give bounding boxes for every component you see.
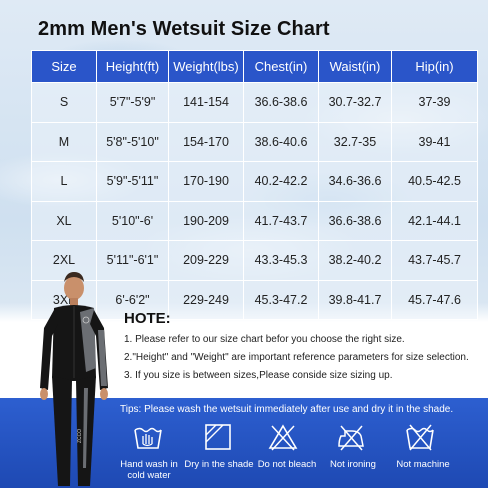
header-height: Height(ft) (96, 50, 169, 83)
no-machine-wash-icon (406, 424, 434, 451)
cell-height: 5'10"-6' (96, 200, 169, 241)
cell-hip: 45.7-47.6 (391, 279, 478, 320)
cell-hip: 37-39 (391, 82, 478, 123)
cell-weight: 154-170 (168, 121, 244, 162)
care-label-line: cold water (127, 470, 171, 481)
header-weight: Weight(lbs) (168, 50, 244, 83)
cell-waist: 39.8-41.7 (318, 279, 392, 320)
header-chest: Chest(in) (243, 50, 319, 83)
care-tips: Tips: Please wash the wetsuit immediatel… (120, 404, 454, 415)
note-item: 2."Height" and "Weight" are important re… (124, 352, 469, 363)
table-row: XL 5'10"-6' 190-209 41.7-43.7 36.6-38.6 … (31, 200, 478, 241)
cell-waist: 32.7-35 (318, 121, 392, 162)
cell-chest: 43.3-45.3 (243, 240, 319, 281)
cell-weight: 229-249 (168, 279, 244, 320)
care-label-line: Hand wash in (120, 459, 178, 470)
cell-waist: 38.2-40.2 (318, 240, 392, 281)
cell-hip: 43.7-45.7 (391, 240, 478, 281)
note-item: 3. If you size is between sizes,Please c… (124, 370, 393, 381)
cell-chest: 40.2-42.2 (243, 161, 319, 202)
cell-height: 5'9"-5'11" (96, 161, 169, 202)
table-row: 2XL 5'11"-6'1" 209-229 43.3-45.3 38.2-40… (31, 240, 478, 281)
cell-waist: 36.6-38.6 (318, 200, 392, 241)
care-label-dry-shade: Dry in the shade (184, 459, 254, 470)
cell-waist: 34.6-36.6 (318, 161, 392, 202)
table-row: S 5'7"-5'9" 141-154 36.6-38.6 30.7-32.7 … (31, 82, 478, 123)
note-item: 1. Please refer to our size chart befor … (124, 334, 405, 345)
page-title: 2mm Men's Wetsuit Size Chart (38, 18, 330, 40)
notes-list: 1. Please refer to our size chart befor … (124, 334, 484, 388)
wetsuit-model-image: ZCCO (40, 272, 108, 486)
cell-chest: 36.6-38.6 (243, 82, 319, 123)
cell-chest: 41.7-43.7 (243, 200, 319, 241)
table-row: M 5'8"-5'10" 154-170 38.6-40.6 32.7-35 3… (31, 121, 478, 162)
wetsuit-leg-logo: ZCCO (77, 429, 83, 443)
header-waist: Waist(in) (318, 50, 392, 83)
table-row: L 5'9"-5'11" 170-190 40.2-42.2 34.6-36.6… (31, 161, 478, 202)
cell-weight: 141-154 (168, 82, 244, 123)
cell-hip: 42.1-44.1 (391, 200, 478, 241)
cell-size: S (31, 82, 97, 123)
header-hip: Hip(in) (391, 50, 478, 83)
dry-in-shade-icon (205, 424, 231, 450)
care-label-no-ironing: Not ironing (330, 459, 376, 470)
cell-weight: 209-229 (168, 240, 244, 281)
size-chart-table: Size Height(ft) Weight(lbs) Chest(in) Wa… (31, 50, 478, 320)
care-label-no-machine: Not machine (396, 459, 450, 470)
cell-size: L (31, 161, 97, 202)
cell-height: 5'8"-5'10" (96, 121, 169, 162)
table-row: 3XL 6'-6'2" 229-249 45.3-47.2 39.8-41.7 … (31, 279, 478, 320)
cell-hip: 40.5-42.5 (391, 161, 478, 202)
care-label-hand-wash: Hand wash in cold water (114, 459, 184, 481)
notes-title: HOTE: (124, 310, 171, 327)
cell-size: M (31, 121, 97, 162)
wetsuit-logo-icon (82, 316, 90, 324)
cell-chest: 38.6-40.6 (243, 121, 319, 162)
cell-height: 5'11"-6'1" (96, 240, 169, 281)
hand-wash-icon (134, 427, 162, 449)
cell-weight: 170-190 (168, 161, 244, 202)
no-ironing-icon (338, 425, 364, 451)
no-bleach-icon (268, 424, 298, 451)
table-header-row: Size Height(ft) Weight(lbs) Chest(in) Wa… (31, 50, 478, 83)
cell-waist: 30.7-32.7 (318, 82, 392, 123)
care-label-no-bleach: Do not bleach (257, 459, 317, 470)
cell-chest: 45.3-47.2 (243, 279, 319, 320)
cell-hip: 39-41 (391, 121, 478, 162)
cell-height: 5'7"-5'9" (96, 82, 169, 123)
header-size: Size (31, 50, 97, 83)
cell-weight: 190-209 (168, 200, 244, 241)
cell-size: XL (31, 200, 97, 241)
